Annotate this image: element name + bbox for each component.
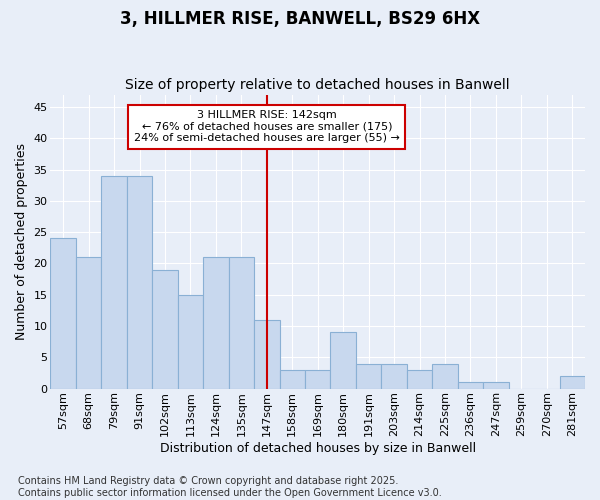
Bar [254, 320, 280, 388]
Bar [203, 257, 229, 388]
Bar [432, 364, 458, 388]
Bar [50, 238, 76, 388]
Bar [127, 176, 152, 388]
Bar [305, 370, 331, 388]
Text: 3 HILLMER RISE: 142sqm
← 76% of detached houses are smaller (175)
24% of semi-de: 3 HILLMER RISE: 142sqm ← 76% of detached… [134, 110, 400, 144]
Bar [331, 332, 356, 388]
Bar [382, 364, 407, 388]
Y-axis label: Number of detached properties: Number of detached properties [15, 143, 28, 340]
Bar [101, 176, 127, 388]
Text: Contains HM Land Registry data © Crown copyright and database right 2025.
Contai: Contains HM Land Registry data © Crown c… [18, 476, 442, 498]
Bar [356, 364, 382, 388]
Bar [560, 376, 585, 388]
Bar [483, 382, 509, 388]
X-axis label: Distribution of detached houses by size in Banwell: Distribution of detached houses by size … [160, 442, 476, 455]
Bar [152, 270, 178, 388]
Text: 3, HILLMER RISE, BANWELL, BS29 6HX: 3, HILLMER RISE, BANWELL, BS29 6HX [120, 10, 480, 28]
Bar [458, 382, 483, 388]
Title: Size of property relative to detached houses in Banwell: Size of property relative to detached ho… [125, 78, 510, 92]
Bar [280, 370, 305, 388]
Bar [76, 257, 101, 388]
Bar [407, 370, 432, 388]
Bar [229, 257, 254, 388]
Bar [178, 294, 203, 388]
